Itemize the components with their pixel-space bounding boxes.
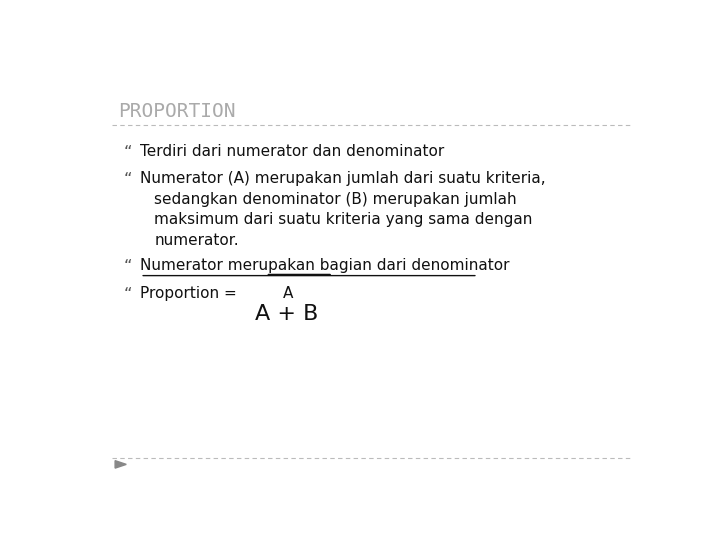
Text: “: “ — [124, 286, 132, 304]
Polygon shape — [115, 461, 126, 468]
Text: Numerator merupakan bagian dari denominator: Numerator merupakan bagian dari denomina… — [140, 258, 510, 273]
Text: A + B: A + B — [255, 304, 318, 324]
Text: Numerator (A) merupakan jumlah dari suatu kriteria,: Numerator (A) merupakan jumlah dari suat… — [140, 171, 546, 186]
Text: numerator.: numerator. — [154, 233, 239, 248]
Text: maksimum dari suatu kriteria yang sama dengan: maksimum dari suatu kriteria yang sama d… — [154, 212, 533, 227]
Text: Proportion =: Proportion = — [140, 286, 242, 301]
Text: PROPORTION: PROPORTION — [118, 102, 235, 121]
Text: “: “ — [124, 144, 132, 162]
Text: Terdiri dari numerator dan denominator: Terdiri dari numerator dan denominator — [140, 144, 444, 159]
Text: “: “ — [124, 171, 132, 189]
Text: A: A — [282, 286, 293, 301]
Text: “: “ — [124, 258, 132, 276]
Text: sedangkan denominator (B) merupakan jumlah: sedangkan denominator (B) merupakan juml… — [154, 192, 517, 207]
